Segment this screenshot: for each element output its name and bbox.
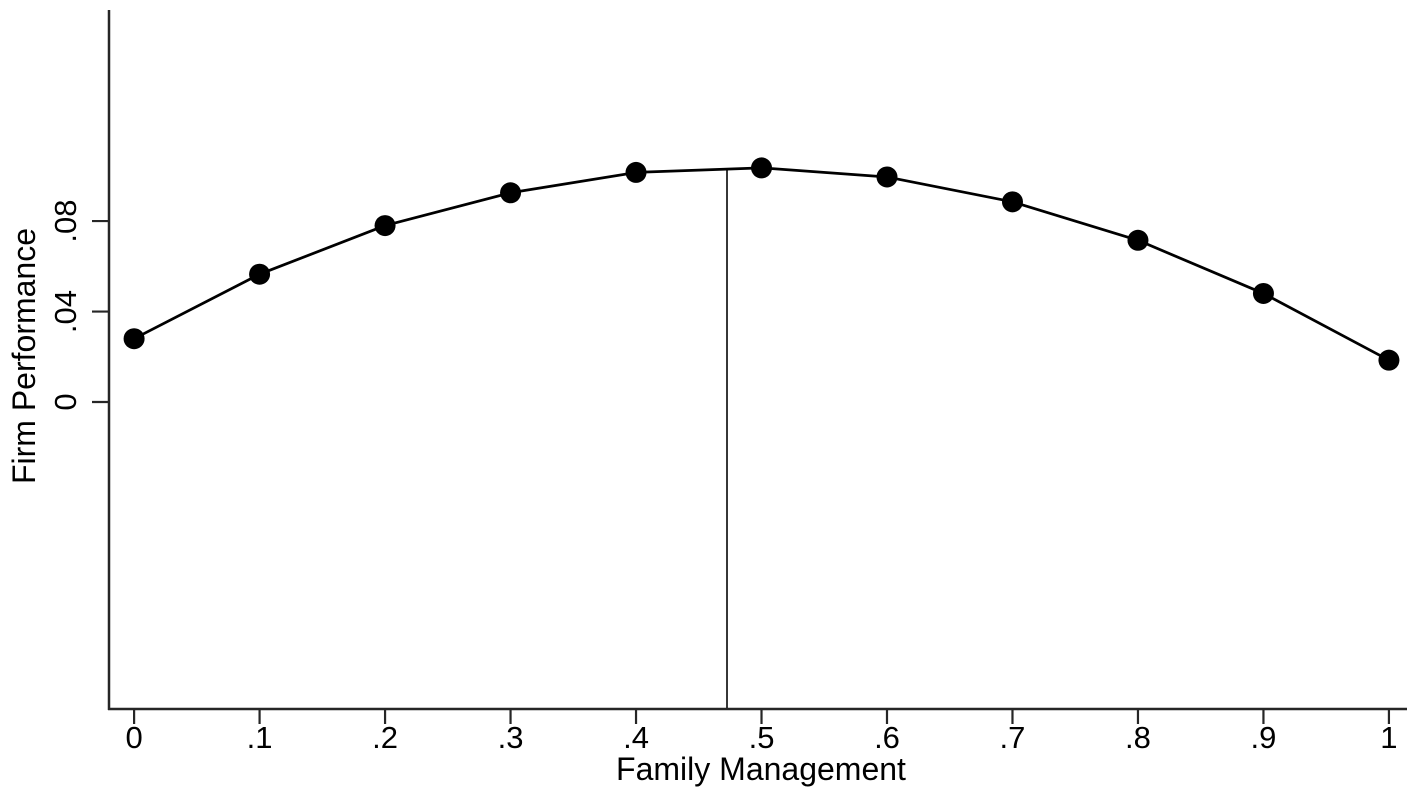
data-point-marker: [625, 161, 647, 183]
y-tick-label: .08: [48, 200, 83, 243]
data-point-marker: [876, 166, 898, 188]
data-point-marker: [751, 157, 773, 179]
x-tick-label: .6: [874, 720, 900, 755]
data-point-marker: [500, 182, 522, 204]
y-tick-label: .04: [48, 290, 83, 333]
x-tick-label: .2: [372, 720, 398, 755]
x-tick-label: .3: [498, 720, 524, 755]
x-tick-label: .8: [1125, 720, 1151, 755]
x-tick-label: 1: [1380, 720, 1397, 755]
data-point-marker: [1127, 229, 1149, 251]
data-point-marker: [1001, 191, 1023, 213]
x-tick-label: .4: [623, 720, 649, 755]
data-point-marker: [1378, 349, 1400, 371]
x-tick-label: .9: [1251, 720, 1277, 755]
data-layer: [123, 157, 1400, 708]
data-point-marker: [249, 263, 271, 285]
data-point-marker: [374, 215, 396, 237]
y-axis-title: Firm Performance: [6, 228, 42, 484]
x-tick-label: .7: [1000, 720, 1026, 755]
series-line: [133, 166, 1390, 362]
x-axis-title: Family Management: [616, 751, 906, 787]
x-tick-label: .5: [749, 720, 775, 755]
data-point-marker: [123, 328, 145, 350]
y-tick-label: 0: [48, 393, 83, 410]
x-tick-label: 0: [125, 720, 142, 755]
axes-layer: 0 .04 .08 0 .1 .2 .3 .4 .5 .6 .7 .8 .9 1: [48, 10, 1407, 755]
x-tick-label: .1: [247, 720, 273, 755]
data-point-marker: [1252, 282, 1274, 304]
